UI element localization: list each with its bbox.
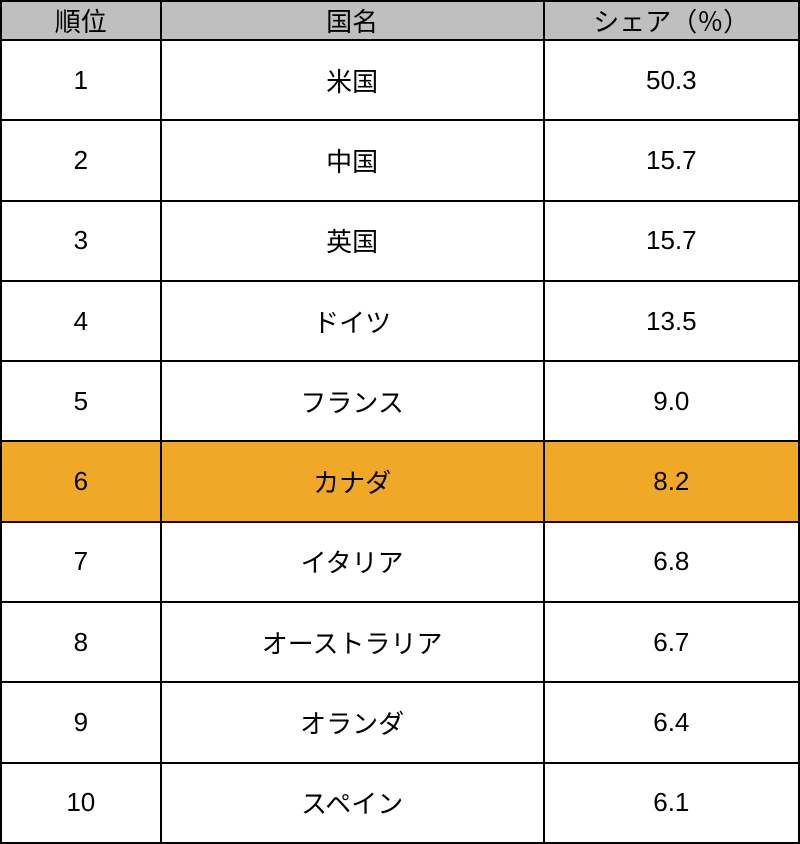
cell-rank: 1	[1, 40, 161, 120]
cell-country: カナダ	[161, 441, 544, 521]
cell-share: 13.5	[544, 281, 799, 361]
column-header-share: シェア（％）	[544, 1, 799, 40]
cell-rank: 4	[1, 281, 161, 361]
cell-country: オーストラリア	[161, 602, 544, 682]
table-row: 5 フランス 9.0	[1, 361, 799, 441]
cell-share: 6.4	[544, 682, 799, 762]
cell-country: フランス	[161, 361, 544, 441]
column-header-rank: 順位	[1, 1, 161, 40]
table-row: 10 スペイン 6.1	[1, 763, 799, 843]
table-row: 2 中国 15.7	[1, 120, 799, 200]
cell-rank: 3	[1, 201, 161, 281]
cell-share: 9.0	[544, 361, 799, 441]
cell-country: 英国	[161, 201, 544, 281]
cell-share: 15.7	[544, 201, 799, 281]
cell-rank: 5	[1, 361, 161, 441]
table-row: 6 カナダ 8.2	[1, 441, 799, 521]
cell-rank: 6	[1, 441, 161, 521]
table-row: 3 英国 15.7	[1, 201, 799, 281]
column-header-country: 国名	[161, 1, 544, 40]
table-row: 9 オランダ 6.4	[1, 682, 799, 762]
table-row: 1 米国 50.3	[1, 40, 799, 120]
cell-share: 6.8	[544, 522, 799, 602]
cell-rank: 10	[1, 763, 161, 843]
share-ranking-table: 順位 国名 シェア（％） 1 米国 50.3 2 中国 15.7 3 英国 15…	[0, 0, 800, 844]
cell-country: オランダ	[161, 682, 544, 762]
cell-country: スペイン	[161, 763, 544, 843]
cell-rank: 9	[1, 682, 161, 762]
cell-share: 50.3	[544, 40, 799, 120]
cell-country: 米国	[161, 40, 544, 120]
cell-country: イタリア	[161, 522, 544, 602]
table-row: 4 ドイツ 13.5	[1, 281, 799, 361]
cell-share: 8.2	[544, 441, 799, 521]
table-header-row: 順位 国名 シェア（％）	[1, 1, 799, 40]
cell-share: 6.1	[544, 763, 799, 843]
cell-share: 6.7	[544, 602, 799, 682]
table-row: 8 オーストラリア 6.7	[1, 602, 799, 682]
cell-country: 中国	[161, 120, 544, 200]
cell-share: 15.7	[544, 120, 799, 200]
table-body: 1 米国 50.3 2 中国 15.7 3 英国 15.7 4 ドイツ 13.5…	[1, 40, 799, 843]
cell-rank: 7	[1, 522, 161, 602]
cell-country: ドイツ	[161, 281, 544, 361]
table-row: 7 イタリア 6.8	[1, 522, 799, 602]
cell-rank: 8	[1, 602, 161, 682]
cell-rank: 2	[1, 120, 161, 200]
